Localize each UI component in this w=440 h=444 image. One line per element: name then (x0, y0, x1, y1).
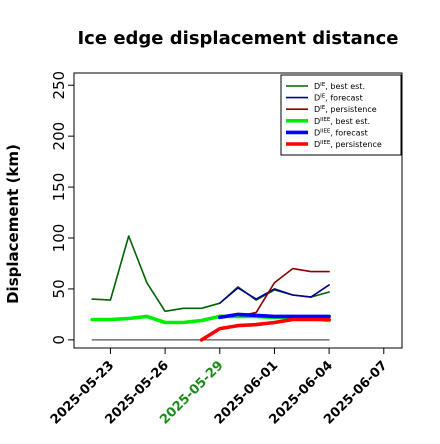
y-tick-label: 50 (50, 279, 68, 298)
legend-label: DIE, best est. (314, 82, 365, 91)
x-axis-ticks: 2025-05-232025-05-262025-05-292025-06-01… (48, 348, 391, 428)
series-line (91, 235, 330, 313)
y-tick-label: 250 (50, 71, 68, 100)
legend-label: DIIEE, persistence (314, 140, 382, 149)
legend-box (280, 74, 402, 156)
series-line (199, 317, 331, 342)
legend: DIE, best est. DIE, forecast DIE, persiste… (280, 74, 402, 156)
legend-label: DIIEE, forecast (314, 128, 368, 137)
y-tick-label: 200 (50, 122, 68, 151)
series-layer (90, 235, 331, 342)
y-tick-label: 0 (50, 335, 68, 345)
y-tick-label: 100 (50, 224, 68, 253)
series-line (219, 284, 330, 305)
series-line (218, 312, 331, 320)
chart-title: Ice edge displacement distance (77, 28, 398, 49)
series-line (219, 267, 330, 318)
legend-label: DIE, persistence (314, 105, 377, 114)
legend-label: DIIEE, best est. (314, 117, 370, 126)
y-tick-label: 150 (50, 173, 68, 202)
plot-frame (73, 72, 403, 349)
legend-label: DIE, forecast (314, 94, 363, 103)
y-axis-ticks: 0 50 100 150 200 250 (50, 71, 74, 345)
y-axis-label: Displacement (km) (4, 144, 22, 304)
